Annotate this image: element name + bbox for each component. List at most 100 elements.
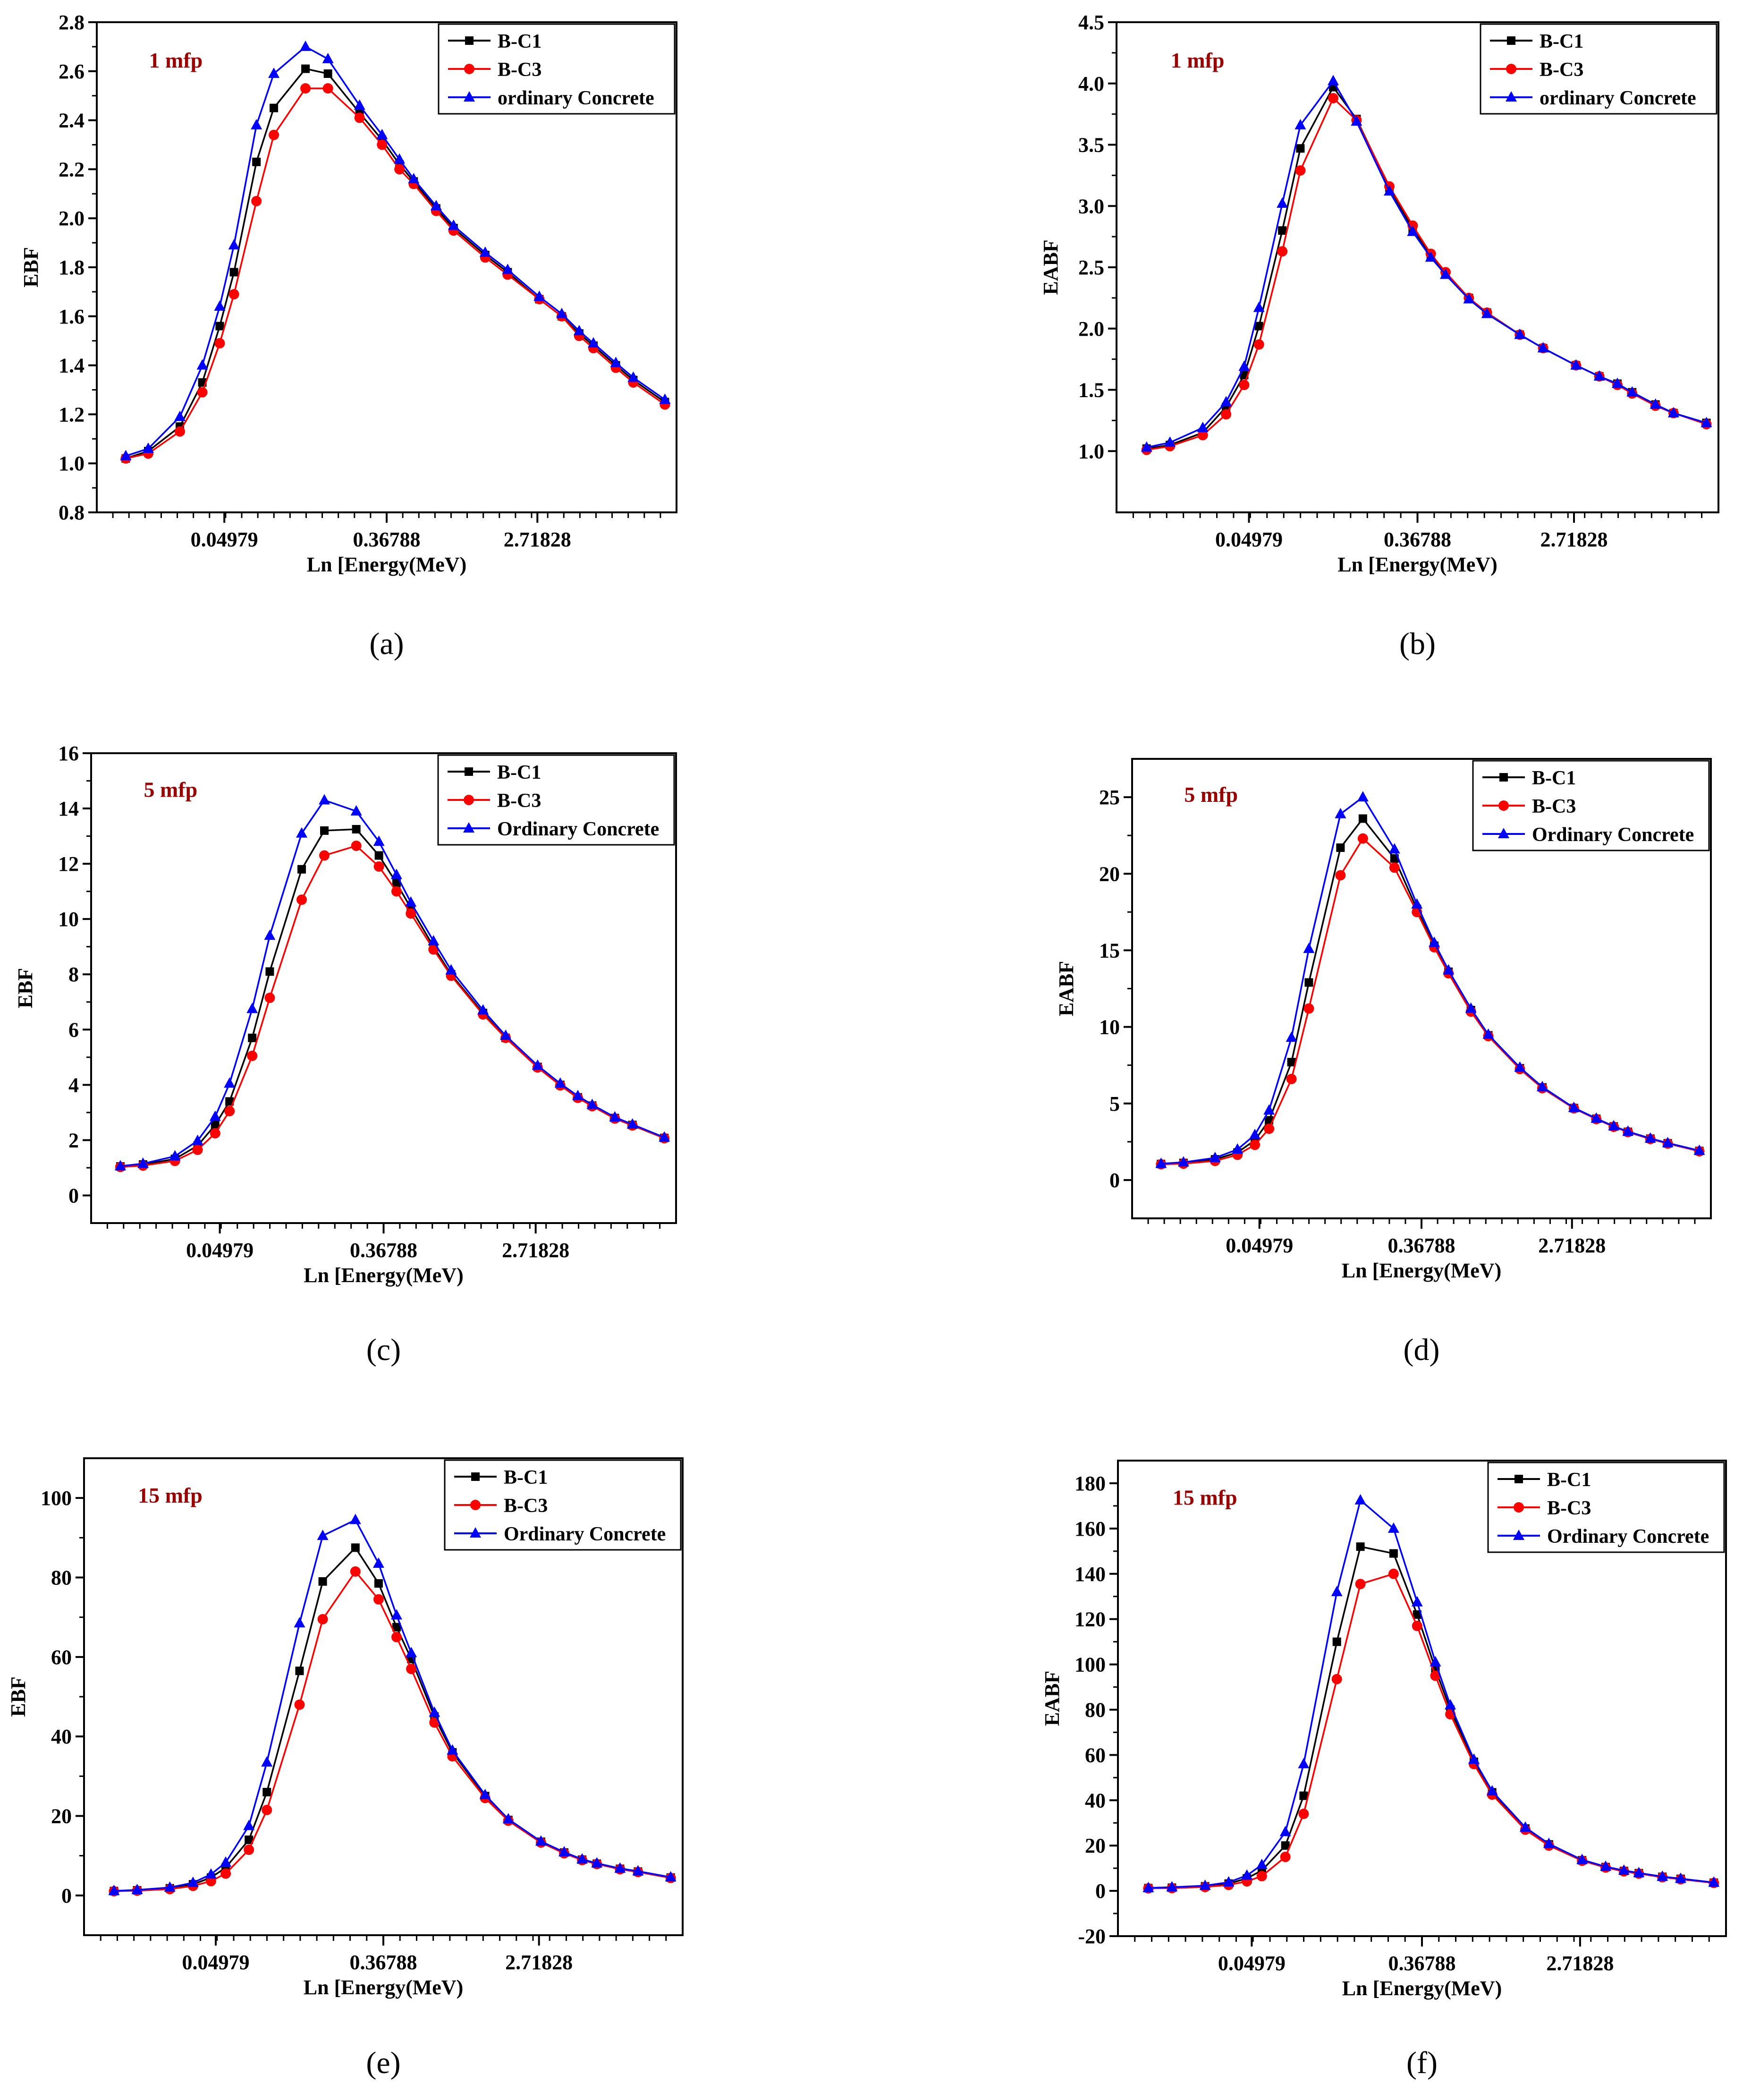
y-tick-label: 1.0 xyxy=(59,452,85,475)
x-axis-label: Ln [Energy(MeV) xyxy=(304,1264,464,1287)
series-concrete xyxy=(114,794,670,1171)
legend-marker-b-c3 xyxy=(1498,800,1509,811)
legend-label: ordinary Concrete xyxy=(1540,87,1696,109)
series-b-c1 xyxy=(1157,814,1704,1168)
series-line-concrete xyxy=(114,1519,671,1892)
data-point-concrete xyxy=(447,1744,458,1755)
data-point-concrete xyxy=(137,1157,149,1168)
data-point-concrete xyxy=(1657,1870,1668,1881)
chart-panel-b: 1.0 1.5 2.0 2.5 3.0 3.5 4.0 4.5 0.04979 0.36788 2.… xyxy=(1039,11,1719,661)
data-point-concrete xyxy=(408,173,420,184)
data-point-concrete xyxy=(1354,1494,1366,1505)
series-concrete xyxy=(108,1513,677,1896)
legend-marker-b-c3 xyxy=(470,1500,481,1510)
data-point-concrete xyxy=(246,1003,258,1013)
data-point-b-c3 xyxy=(373,1594,384,1605)
data-point-concrete xyxy=(558,1846,570,1857)
data-point-b-c3 xyxy=(1253,339,1264,350)
x-tick-label: 0.36788 xyxy=(350,1951,417,1974)
series-b-c1 xyxy=(110,1543,675,1896)
data-point-concrete xyxy=(390,868,402,879)
data-point-concrete xyxy=(1675,1872,1686,1883)
legend-label: B-C1 xyxy=(504,1467,548,1488)
data-point-concrete xyxy=(261,1756,273,1767)
legend: B-C1 B-C3 Ordinary Concrete xyxy=(444,1459,682,1551)
data-point-b-c1 xyxy=(297,865,306,874)
y-tick-label: 100 xyxy=(1075,1653,1106,1676)
y-tick-label: 2.2 xyxy=(59,158,85,181)
y-tick-label: 15 xyxy=(1099,939,1120,962)
y-tick-label: 160 xyxy=(1075,1517,1106,1540)
y-axis-label: EBF xyxy=(14,968,37,1009)
data-point-b-c1 xyxy=(1332,1637,1341,1646)
data-point-concrete xyxy=(164,1881,176,1892)
data-point-concrete xyxy=(1166,1881,1178,1892)
data-point-concrete xyxy=(429,1706,440,1717)
data-point-concrete xyxy=(1611,377,1623,388)
data-point-concrete xyxy=(317,1530,329,1540)
mfp-annotation: 15 mfp xyxy=(138,1483,203,1507)
data-point-concrete xyxy=(1481,307,1493,318)
series-line-concrete xyxy=(1161,796,1700,1165)
panel-label: (b) xyxy=(1399,627,1436,661)
y-tick-label: 1.2 xyxy=(59,403,85,426)
data-point-concrete xyxy=(1662,1137,1674,1148)
data-point-b-c1 xyxy=(248,1033,257,1042)
data-point-concrete xyxy=(614,1862,626,1873)
legend-marker-b-c3 xyxy=(1514,1502,1524,1513)
data-point-concrete xyxy=(1514,328,1526,339)
data-point-b-c3 xyxy=(264,992,275,1003)
data-point-b-c3 xyxy=(214,338,225,349)
legend-marker-concrete xyxy=(463,822,474,833)
series-line-b-c3 xyxy=(1161,837,1700,1165)
data-point-concrete xyxy=(349,1513,361,1524)
data-point-concrete xyxy=(1411,898,1423,909)
y-tick-label: 60 xyxy=(51,1646,72,1669)
data-point-concrete xyxy=(1430,1656,1441,1666)
data-point-concrete xyxy=(174,410,186,421)
data-point-b-c3 xyxy=(224,1105,235,1116)
data-point-concrete xyxy=(576,1853,588,1864)
data-point-concrete xyxy=(627,371,639,382)
series-b-c1 xyxy=(1144,1542,1718,1893)
data-point-concrete xyxy=(1277,197,1288,208)
data-point-concrete xyxy=(1463,293,1475,304)
x-tick-label: 2.71828 xyxy=(1540,528,1608,551)
x-tick-label: 0.04979 xyxy=(186,1239,254,1262)
data-point-concrete xyxy=(659,393,671,404)
data-point-concrete xyxy=(573,324,585,335)
y-axis-label: EABF xyxy=(1039,239,1062,295)
data-point-concrete xyxy=(1600,1860,1612,1871)
data-point-concrete xyxy=(1543,1837,1555,1848)
data-point-concrete xyxy=(1570,359,1582,370)
data-point-concrete xyxy=(1249,1129,1261,1139)
series-concrete xyxy=(1141,75,1712,452)
data-point-b-c3 xyxy=(354,112,365,123)
data-point-concrete xyxy=(322,52,334,63)
data-point-b-c3 xyxy=(210,1128,220,1139)
panel-label: (e) xyxy=(366,2046,400,2080)
y-tick-label: 2.4 xyxy=(59,109,85,132)
legend: B-C1 B-C3 Ordinary Concrete xyxy=(437,754,675,846)
data-point-concrete xyxy=(1618,1864,1630,1875)
data-point-b-c1 xyxy=(392,879,401,888)
data-point-b-c3 xyxy=(1256,1870,1267,1881)
data-point-b-c1 xyxy=(1278,226,1287,235)
y-tick-label: 2.6 xyxy=(59,60,85,83)
data-point-concrete xyxy=(591,1857,603,1868)
x-tick-label: 0.36788 xyxy=(1388,1234,1455,1257)
y-tick-label: 0 xyxy=(1095,1879,1106,1903)
data-point-concrete xyxy=(264,929,276,940)
data-point-b-c3 xyxy=(174,426,185,437)
series-concrete xyxy=(120,40,671,460)
data-point-concrete xyxy=(192,1134,203,1145)
data-point-b-c3 xyxy=(1264,1123,1275,1134)
data-point-b-c3 xyxy=(1298,1809,1309,1819)
x-axis-label: Ln [Energy(MeV) xyxy=(1342,1977,1502,2000)
data-point-concrete xyxy=(372,1557,384,1568)
data-point-concrete xyxy=(1223,1876,1235,1887)
x-axis-label: Ln [Energy(MeV) xyxy=(1342,1259,1502,1282)
data-point-concrete xyxy=(554,1077,566,1088)
data-point-concrete xyxy=(1622,1125,1634,1136)
data-point-concrete xyxy=(296,827,308,838)
